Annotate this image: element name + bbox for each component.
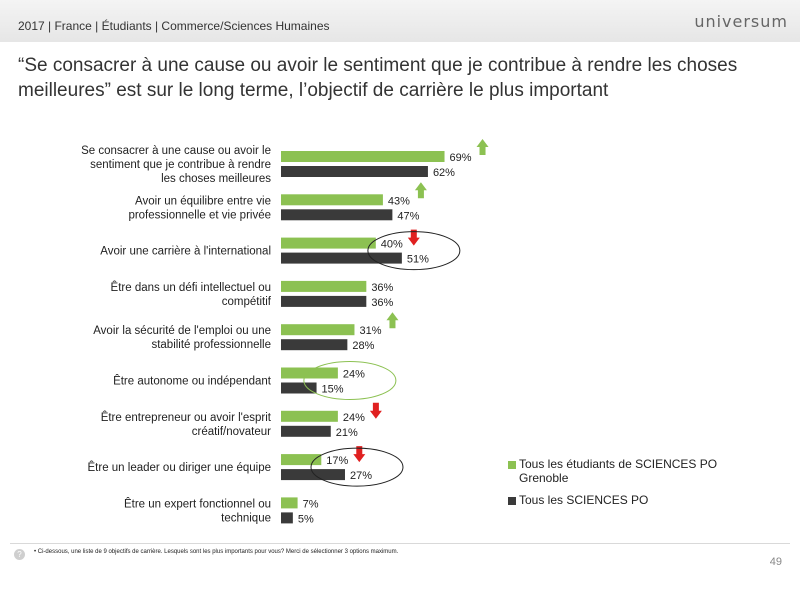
category-label: Être dans un défi intellectuel ou: [111, 281, 271, 294]
bar-all: [281, 512, 293, 524]
breadcrumb: 2017 | France | Étudiants | Commerce/Sci…: [18, 19, 330, 33]
category-label: compétitif: [222, 296, 272, 308]
data-label: 7%: [303, 498, 319, 510]
bar-grenoble: [281, 151, 445, 162]
data-label: 28%: [352, 340, 374, 352]
legend-item-grenoble: Tous les étudiants de SCIENCES PO Grenob…: [508, 457, 768, 485]
page-title: “Se consacrer à une cause ou avoir le se…: [18, 55, 738, 101]
trend-down-arrow-icon: [369, 402, 382, 419]
legend-item-all: Tous les SCIENCES PO: [508, 493, 768, 507]
category-label: créatif/novateur: [192, 426, 271, 438]
trend-down-arrow-icon: [407, 229, 420, 246]
bar-all: [281, 339, 348, 351]
data-label: 17%: [326, 455, 348, 467]
data-label: 51%: [407, 254, 429, 266]
category-label: Avoir un équilibre entre vie: [135, 195, 271, 207]
bar-all: [281, 252, 402, 264]
legend-swatch-dark: [508, 497, 516, 505]
highlight-circle: [303, 361, 397, 400]
bar-all: [281, 425, 331, 437]
bar-grenoble: [281, 497, 298, 509]
category-label: technique: [221, 512, 271, 524]
category-label: les choses meilleures: [161, 173, 271, 185]
header-bar: 2017 | France | Étudiants | Commerce/Sci…: [0, 0, 800, 42]
category-label: Avoir une carrière à l'international: [100, 246, 271, 258]
category-label: Être un leader ou diriger une équipe: [88, 461, 272, 474]
bar-grenoble: [281, 454, 322, 466]
category-label: Être un expert fonctionnel ou: [124, 497, 271, 510]
data-label: 24%: [343, 412, 365, 424]
bar-grenoble: [281, 194, 383, 206]
bar-grenoble: [281, 367, 338, 379]
chart-legend: Tous les étudiants de SCIENCES PO Grenob…: [508, 457, 768, 515]
category-label: Se consacrer à une cause ou avoir le: [81, 145, 271, 157]
footer-divider: [10, 543, 790, 544]
bar-grenoble: [281, 410, 338, 422]
bar-all: [281, 469, 345, 481]
bar-all: [281, 166, 428, 177]
data-label: 27%: [350, 470, 372, 482]
footnote: • Ci-dessous, une liste de 9 objectifs d…: [34, 549, 399, 555]
highlight-circle: [367, 231, 461, 271]
legend-label: Tous les étudiants de SCIENCES PO Grenob…: [519, 457, 718, 485]
data-label: 69%: [450, 152, 472, 164]
trend-up-arrow-icon: [476, 139, 489, 155]
data-label: 5%: [298, 513, 314, 525]
category-label: stabilité professionnelle: [151, 339, 271, 351]
bar-grenoble: [281, 280, 367, 292]
trend-down-arrow-icon: [353, 446, 366, 463]
data-label: 62%: [433, 167, 455, 179]
trend-up-arrow-icon: [414, 182, 427, 199]
bar-chart: Se consacrer à une cause ou avoir le sent…: [81, 139, 489, 525]
trend-up-arrow-icon: [386, 312, 399, 329]
data-label: 36%: [371, 282, 393, 294]
data-label: 15%: [322, 384, 344, 396]
data-label: 24%: [343, 369, 365, 381]
data-label: 31%: [359, 325, 381, 337]
data-label: 43%: [388, 195, 410, 207]
data-label: 21%: [336, 427, 358, 439]
category-label: Être autonome ou indépendant: [113, 375, 272, 388]
bar-grenoble: [281, 324, 355, 336]
category-label: Avoir la sécurité de l'emploi ou une: [93, 325, 271, 337]
question-icon: ?: [14, 549, 25, 560]
bar-grenoble: [281, 237, 376, 249]
category-label: professionnelle et vie privée: [128, 209, 271, 221]
data-label: 36%: [371, 297, 393, 309]
universum-logo: universum: [694, 12, 788, 31]
data-label: 40%: [381, 239, 403, 251]
legend-label: Tous les SCIENCES PO: [519, 493, 649, 507]
page-number: 49: [769, 556, 782, 568]
bar-all: [281, 209, 393, 221]
category-label: sentiment que je contribue à rendre: [90, 159, 271, 171]
legend-swatch-green: [508, 461, 516, 469]
category-label: Être entrepreneur ou avoir l'esprit: [101, 411, 272, 424]
highlight-circle: [310, 447, 404, 487]
data-label: 47%: [397, 210, 419, 222]
bar-all: [281, 382, 317, 394]
bar-all: [281, 295, 367, 307]
